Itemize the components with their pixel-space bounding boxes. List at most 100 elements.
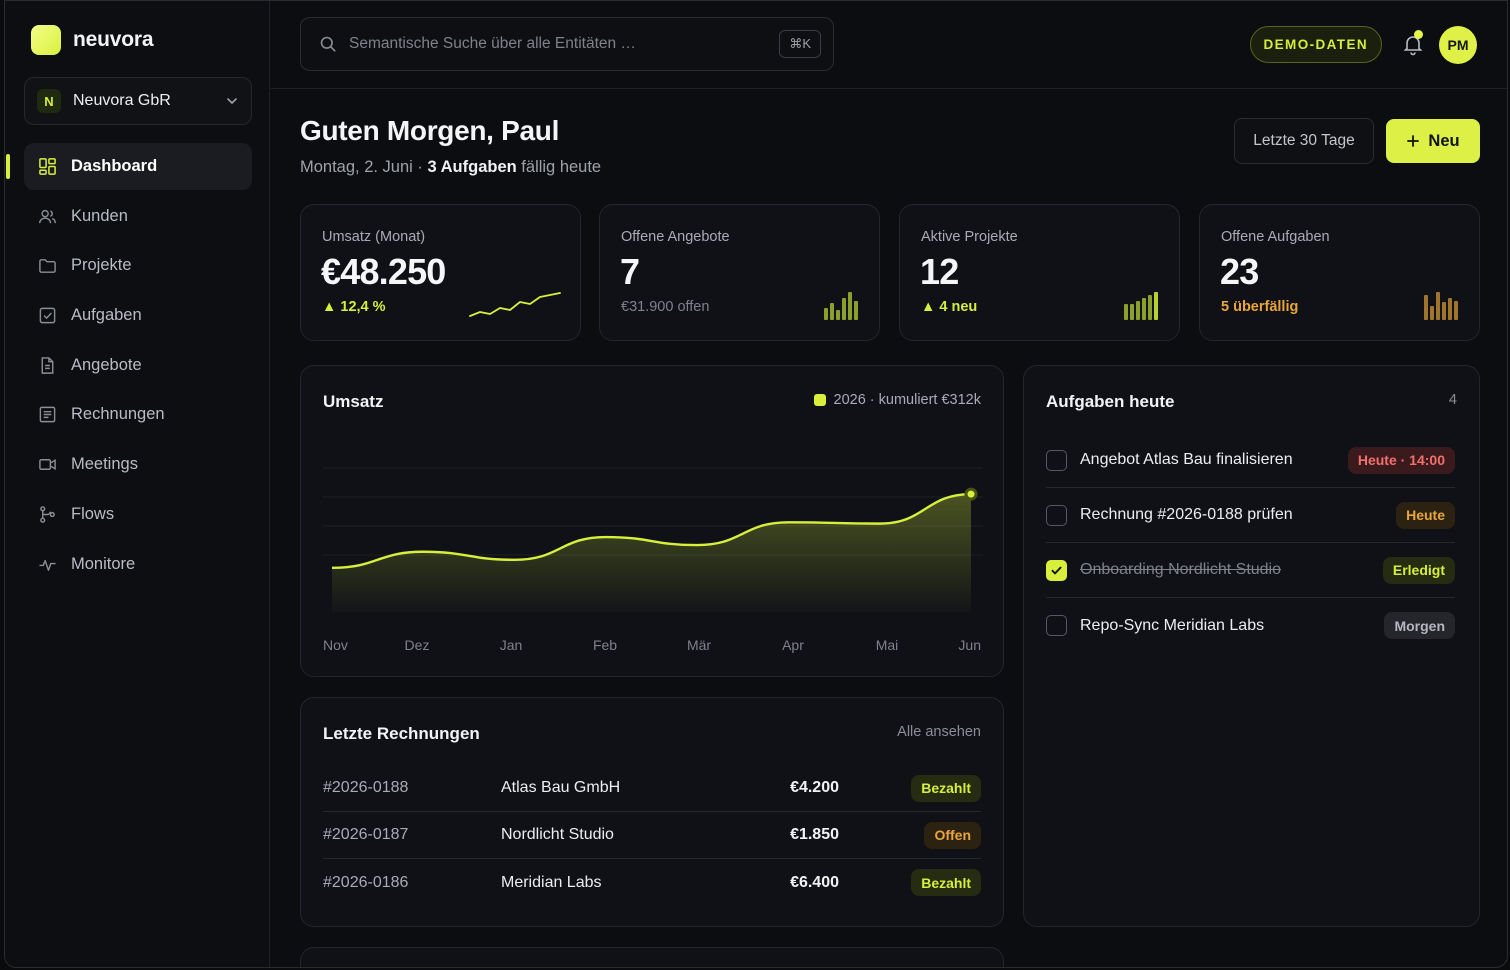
sidebar-item-rechnungen[interactable]: Rechnungen xyxy=(24,391,252,438)
video-icon xyxy=(39,459,56,471)
stat-value: €48.250 xyxy=(321,251,446,292)
search-input[interactable]: Semantische Suche über alle Entitäten … … xyxy=(300,17,834,71)
sidebar: neuvora N Neuvora GbR Dashboard Kunden P… xyxy=(5,1,270,967)
legend-label: 2026 · kumuliert €312k xyxy=(833,392,982,408)
sidebar-item-label: Meetings xyxy=(71,455,138,474)
next-panel xyxy=(300,947,1004,967)
task-item[interactable]: Onboarding Nordlicht Studio Erledigt xyxy=(1046,543,1455,598)
brand-name: neuvora xyxy=(73,28,154,51)
date-text: Montag, 2. Juni · xyxy=(300,158,428,176)
avatar[interactable]: PM xyxy=(1439,26,1477,64)
demo-data-badge[interactable]: DEMO-DATEN xyxy=(1249,26,1382,63)
brand[interactable]: neuvora xyxy=(31,25,153,55)
x-tick-label: Jan xyxy=(500,637,523,653)
stat-value: 12 xyxy=(920,251,959,292)
task-text: Angebot Atlas Bau finalisieren xyxy=(1080,451,1293,468)
task-text: Repo-Sync Meridian Labs xyxy=(1080,616,1265,634)
new-button-label: Neu xyxy=(1428,131,1460,150)
data-point xyxy=(513,558,517,562)
notification-dot xyxy=(1414,30,1423,39)
data-point xyxy=(786,520,790,524)
revenue-title: Umsatz xyxy=(323,392,384,411)
task-text: Rechnung #2026-0188 prüfen xyxy=(1080,506,1293,523)
task-text: Onboarding Nordlicht Studio xyxy=(1080,561,1282,578)
sidebar-item-label: Projekte xyxy=(71,256,132,275)
date-range-button[interactable]: Letzte 30 Tage xyxy=(1234,118,1374,164)
task-tag: Morgen xyxy=(1384,612,1455,639)
new-button[interactable]: Neu xyxy=(1386,119,1480,163)
invoice-amount: €6.400 xyxy=(790,873,839,891)
data-point xyxy=(330,566,334,570)
sidebar-item-dashboard[interactable]: Dashboard xyxy=(6,143,252,190)
flow-icon xyxy=(40,506,55,523)
sidebar-item-aufgaben[interactable]: Aufgaben xyxy=(24,292,252,339)
task-item[interactable]: Angebot Atlas Bau finalisieren Heute · 1… xyxy=(1046,433,1455,488)
task-checkbox[interactable] xyxy=(1046,615,1067,636)
sidebar-item-label: Rechnungen xyxy=(71,405,165,424)
sidebar-item-projekte[interactable]: Projekte xyxy=(24,242,252,289)
stat-sub: ▲ 12,4 % xyxy=(322,299,386,315)
stat-label: Aktive Projekte xyxy=(921,229,1018,245)
invoice-client: Nordlicht Studio xyxy=(501,826,614,843)
invoice-number: #2026-0188 xyxy=(323,779,409,796)
sparkline-bars xyxy=(1424,292,1458,320)
org-switcher[interactable]: N Neuvora GbR xyxy=(24,77,252,125)
task-checkbox[interactable] xyxy=(1046,559,1067,581)
org-badge: N xyxy=(37,89,61,113)
stat-card-angebote[interactable]: Offene Angebote 7 €31.900 offen xyxy=(599,204,880,341)
table-row[interactable]: #2026-0188 Atlas Bau GmbH €4.200 Bezahlt xyxy=(323,765,981,812)
stat-label: Offene Angebote xyxy=(621,229,730,245)
dashboard-icon xyxy=(39,158,56,175)
x-tick-label: Dez xyxy=(405,637,430,653)
task-item[interactable]: Rechnung #2026-0188 prüfen Heute xyxy=(1046,488,1455,543)
sidebar-item-label: Monitore xyxy=(71,554,136,573)
check-icon xyxy=(1051,566,1062,574)
stat-card-umsatz[interactable]: Umsatz (Monat) €48.250 ▲ 12,4 % xyxy=(300,204,581,341)
invoice-number: #2026-0187 xyxy=(323,826,409,843)
invoice-amount: €4.200 xyxy=(790,779,839,796)
task-tag: Heute xyxy=(1396,501,1455,529)
invoice-client: Meridian Labs xyxy=(501,873,602,891)
tasks-count: 4 xyxy=(1448,392,1457,408)
sparkline-bars xyxy=(824,292,858,320)
app-window: neuvora N Neuvora GbR Dashboard Kunden P… xyxy=(4,0,1508,968)
table-row[interactable]: #2026-0187 Nordlicht Studio €1.850 Offen xyxy=(323,812,981,859)
sidebar-item-angebote[interactable]: Angebote xyxy=(24,342,252,389)
task-checkbox[interactable] xyxy=(1046,449,1067,471)
sidebar-item-flows[interactable]: Flows xyxy=(24,491,252,538)
sidebar-item-label: Kunden xyxy=(71,206,128,225)
task-checkbox[interactable] xyxy=(1046,504,1067,526)
x-tick-label: Jun xyxy=(958,637,981,653)
sidebar-item-label: Dashboard xyxy=(71,157,158,175)
x-tick-label: Apr xyxy=(782,637,804,653)
pulse-icon xyxy=(39,559,56,571)
sidebar-item-monitore[interactable]: Monitore xyxy=(24,541,252,588)
data-point xyxy=(604,535,608,539)
document-icon xyxy=(41,356,54,374)
status-badge: Bezahlt xyxy=(911,774,981,802)
brand-logo-icon xyxy=(31,25,61,55)
data-point xyxy=(421,550,425,554)
status-badge: Offen xyxy=(924,821,981,849)
task-item[interactable]: Repo-Sync Meridian Labs Morgen xyxy=(1046,598,1455,653)
tasks-panel: Aufgaben heute 4 Angebot Atlas Bau final… xyxy=(1023,365,1480,927)
plus-icon xyxy=(1407,135,1420,147)
data-point xyxy=(964,487,978,501)
sidebar-item-meetings[interactable]: Meetings xyxy=(24,441,252,488)
invoice-amount: €1.850 xyxy=(790,826,839,843)
stat-value: 7 xyxy=(620,251,640,292)
stat-label: Umsatz (Monat) xyxy=(322,229,426,245)
tasks-due-count: 3 Aufgaben xyxy=(427,158,517,176)
sidebar-item-kunden[interactable]: Kunden xyxy=(24,193,252,240)
stat-card-aufgaben[interactable]: Offene Aufgaben 23 5 überfällig xyxy=(1199,204,1480,341)
stat-value: 23 xyxy=(1220,251,1259,292)
task-tag: Erledigt xyxy=(1382,556,1455,584)
data-point xyxy=(878,522,882,526)
x-tick-label: Nov xyxy=(323,637,348,653)
view-all-link[interactable]: Alle ansehen xyxy=(897,724,981,740)
invoice-number: #2026-0186 xyxy=(323,873,409,891)
table-row[interactable]: #2026-0186 Meridian Labs €6.400 Bezahlt xyxy=(323,859,981,906)
invoice-client: Atlas Bau GmbH xyxy=(501,779,621,796)
stat-card-projekte[interactable]: Aktive Projekte 12 ▲ 4 neu xyxy=(899,204,1180,341)
tasks-title: Aufgaben heute xyxy=(1046,392,1175,411)
